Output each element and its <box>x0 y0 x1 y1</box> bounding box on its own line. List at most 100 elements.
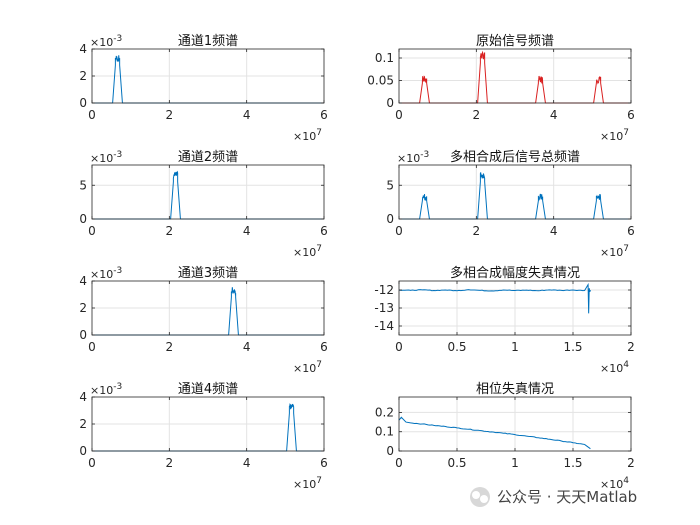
axes-box <box>398 164 632 220</box>
x-tick-label: 2 <box>473 224 481 238</box>
y-exponent: ×10-3 <box>90 34 122 49</box>
y-tick-label: 0 <box>79 96 87 110</box>
y-tick-label: -13 <box>374 301 394 315</box>
axes-background <box>399 49 631 103</box>
x-exponent-power: 7 <box>316 476 322 486</box>
subplot-title: 通道2频谱 <box>178 150 238 165</box>
x-exponent: ×104 <box>600 476 629 491</box>
subplot-title: 原始信号频谱 <box>476 34 554 49</box>
axes-box <box>398 48 632 104</box>
y-exponent-power: -3 <box>113 150 122 160</box>
watermark: 公众号 · 天天Matlab <box>470 487 637 507</box>
y-exponent-power: -3 <box>113 382 122 392</box>
x-exponent-power: 4 <box>623 360 629 370</box>
y-exponent-power: -3 <box>113 266 122 276</box>
x-tick-label: 1 <box>511 340 519 354</box>
series-line <box>398 282 591 314</box>
y-tick-label: 4 <box>79 42 87 56</box>
y-tick-label: 2 <box>79 69 87 83</box>
x-tick-label: 2 <box>166 456 174 470</box>
x-exponent-power: 7 <box>316 360 322 370</box>
subplot-title: 多相合成幅度失真情况 <box>450 265 580 281</box>
x-tick-label: 2 <box>627 456 635 470</box>
y-tick-label: 0.2 <box>375 405 394 419</box>
subplot-title: 通道3频谱 <box>178 266 238 281</box>
x-tick-label: 2 <box>627 340 635 354</box>
y-tick-label: 0 <box>79 444 87 458</box>
y-tick-label: 5 <box>386 178 394 192</box>
subplot-title: 相位失真情况 <box>476 382 554 397</box>
x-exponent: ×107 <box>293 244 322 259</box>
subplot-title: 通道1频谱 <box>178 34 238 49</box>
subplot-4: 0 2 4 6 0 5 多相合成后信号总频谱 ×107 ×10-3 <box>386 149 634 259</box>
y-tick-label: 0 <box>386 212 394 226</box>
x-tick-label: 4 <box>243 456 251 470</box>
watermark-text: 公众号 · 天天Matlab <box>497 488 637 506</box>
x-exponent: ×104 <box>600 360 629 375</box>
subplot-5: 0 2 4 6 0 2 4 通道3频谱 ×107 ×10-3 <box>79 266 327 375</box>
x-tick-label: 1.5 <box>563 340 582 354</box>
series-line <box>92 170 324 220</box>
subplot-title: 通道4频谱 <box>178 382 238 397</box>
y-tick-label: 4 <box>79 390 87 404</box>
x-tick-label: 0 <box>395 224 403 238</box>
x-tick-label: 2 <box>166 224 174 238</box>
x-tick-label: 6 <box>627 224 635 238</box>
x-exponent: ×107 <box>293 476 322 491</box>
x-tick-label: 4 <box>243 108 251 122</box>
y-tick-label: -12 <box>374 283 394 297</box>
x-tick-label: 0.5 <box>447 340 466 354</box>
x-tick-label: 6 <box>320 340 328 354</box>
y-tick-label: 0 <box>79 328 87 342</box>
y-tick-label: -14 <box>374 319 394 333</box>
x-exponent-power: 7 <box>623 128 629 138</box>
y-exponent-power: -3 <box>113 34 122 44</box>
y-tick-label: 0.1 <box>375 51 394 65</box>
x-tick-label: 0 <box>395 340 403 354</box>
subplot-3: 0 2 4 6 0 5 通道2频谱 ×107 ×10-3 <box>79 150 327 259</box>
y-exponent: ×10-3 <box>90 266 122 281</box>
x-tick-label: 0 <box>88 224 96 238</box>
x-exponent-power: 4 <box>623 476 629 486</box>
series-line <box>92 287 324 336</box>
x-tick-label: 4 <box>550 224 558 238</box>
y-exponent: ×10-3 <box>90 382 122 397</box>
x-tick-label: 4 <box>243 224 251 238</box>
x-exponent-power: 7 <box>623 244 629 254</box>
x-exponent: ×107 <box>293 128 322 143</box>
x-tick-label: 6 <box>320 224 328 238</box>
x-tick-label: 0.5 <box>447 456 466 470</box>
x-tick-label: 6 <box>627 108 635 122</box>
axes-background <box>399 165 631 219</box>
series-line <box>92 55 324 104</box>
x-tick-label: 0 <box>88 108 96 122</box>
x-tick-label: 0 <box>88 456 96 470</box>
series-line <box>398 416 591 450</box>
y-tick-label: 0.05 <box>367 74 394 88</box>
x-tick-label: 2 <box>166 108 174 122</box>
y-tick-label: 0 <box>386 96 394 110</box>
y-exponent: ×10-3 <box>397 150 429 165</box>
x-tick-label: 4 <box>243 340 251 354</box>
y-tick-label: 4 <box>79 274 87 288</box>
x-tick-label: 6 <box>320 456 328 470</box>
subplot-title: 多相合成后信号总频谱 <box>450 149 580 165</box>
x-tick-label: 0 <box>395 108 403 122</box>
y-tick-label: 2 <box>79 301 87 315</box>
wechat-official-account-icon <box>470 487 490 507</box>
y-tick-label: 2 <box>79 417 87 431</box>
x-tick-label: 2 <box>166 340 174 354</box>
y-tick-label: 0 <box>386 444 394 458</box>
axes-box <box>91 164 325 220</box>
subplots: 0 2 4 6 0 2 4 通道1频谱 ×107 ×10-3 0 2 4 6 0 0.05 0.1 原始信号频谱 ×… <box>79 34 634 491</box>
x-tick-label: 1 <box>511 456 519 470</box>
subplot-6: 0 0.5 1 1.5 2 -12 -13 -14 多相合成幅度失真情况 ×104 <box>374 265 634 375</box>
x-exponent-power: 7 <box>316 244 322 254</box>
x-tick-label: 0 <box>88 340 96 354</box>
subplot-7: 0 2 4 6 0 2 4 通道4频谱 ×107 ×10-3 <box>79 382 327 491</box>
x-tick-label: 2 <box>473 108 481 122</box>
y-tick-label: 5 <box>79 178 87 192</box>
y-tick-label: 0.1 <box>375 425 394 439</box>
x-tick-label: 1.5 <box>563 456 582 470</box>
